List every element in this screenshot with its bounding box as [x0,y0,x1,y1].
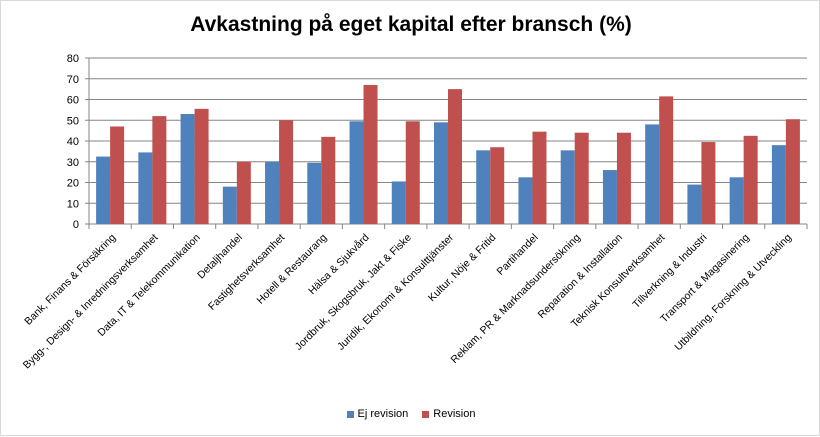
y-tick-label-30: 30 [67,157,79,169]
bar-ej-revision-bank-finans-forsakring [96,156,111,224]
bar-revision-reklam-pr-marknadsundersokning [574,132,589,224]
bar-ej-revision-juridik-ekonomi-konsulttjanster [434,122,448,224]
bar-revision-kultur-noje-fritid [490,147,505,224]
bar-ej-revision-data-it-telekommunikation [180,114,195,224]
bar-revision-transport-magasinering [743,135,758,224]
legend-item-revision: Revision [422,408,475,420]
bar-revision-bygg-design-inredningsverksamhet [152,116,167,224]
bar-ej-revision-bygg-design-inredningsverksamhet [138,152,153,224]
y-tick-label-0: 0 [73,219,79,231]
y-tick-label-40: 40 [67,136,79,148]
bar-revision-teknisk-konsultverksamhet [659,96,674,224]
bar-revision-utbildning-forskning-utveckling [785,119,800,224]
bar-ej-revision-detaljhandel [222,186,237,224]
bar-ej-revision-hotell-restaurang [307,162,322,224]
bar-ej-revision-utbildning-forskning-utveckling [771,145,786,224]
bar-revision-halsa-sjukvard [363,84,378,224]
legend-swatch-ej-revision [346,410,354,418]
bar-ej-revision-transport-magasinering [729,177,744,224]
legend-swatch-revision [422,410,430,418]
bar-revision-data-it-telekommunikation [194,108,209,224]
bar-revision-detaljhandel [236,161,251,224]
bar-revision-partihandel [532,131,547,224]
legend-label-ej-revision: Ej revision [357,408,409,420]
bar-ej-revision-reklam-pr-marknadsundersokning [560,150,575,224]
x-tick-label-partihandel: Partihandel [495,232,541,278]
legend: Ej revision Revision [1,408,820,420]
y-tick-label-60: 60 [67,95,79,107]
y-tick-label-10: 10 [67,198,79,210]
x-tick-label-fastighetsverksamhet: Fastighetsverksamhet [206,232,287,313]
bar-ej-revision-reparation-installation [602,170,617,224]
y-tick-label-50: 50 [67,115,79,127]
y-tick-label-20: 20 [67,178,79,190]
axes: 0 10 20 30 40 50 60 70 80 [67,53,808,231]
chart-title: Avkastning på eget kapital efter bransch… [190,13,632,36]
bar-ej-revision-partihandel [518,177,533,224]
bar-ej-revision-tillverkning-industri [687,184,702,224]
y-tick-label-70: 70 [67,74,79,86]
bar-ej-revision-jordbruk-skogsbruk-jakt-fiske [391,181,406,224]
bar-revision-jordbruk-skogsbruk-jakt-fiske [405,121,420,224]
bars [96,84,800,224]
bar-ej-revision-fastighetsverksamhet [265,161,280,224]
x-tick-label-hotell-restaurang: Hotell & Restaurang [254,232,329,307]
bar-ej-revision-teknisk-konsultverksamhet [645,124,660,224]
bar-revision-hotell-restaurang [321,136,336,224]
bar-ej-revision-halsa-sjukvard [349,121,364,224]
bar-revision-tillverkning-industri [701,142,716,224]
x-tick-label-tillverkning-industri: Tillverkning & Industri [630,232,709,311]
bar-revision-fastighetsverksamhet [279,120,294,224]
y-tick-label-80: 80 [67,53,79,65]
legend-item-ej-revision: Ej revision [346,408,409,420]
legend-label-revision: Revision [433,408,476,420]
bar-revision-juridik-ekonomi-konsulttjanster [448,89,462,224]
bar-revision-reparation-installation [616,132,631,224]
bar-ej-revision-kultur-noje-fritid [476,150,491,224]
bar-revision-bank-finans-forsakring [110,126,125,224]
x-tick-label-reparation-installation: Reparation & Installation [536,232,625,321]
